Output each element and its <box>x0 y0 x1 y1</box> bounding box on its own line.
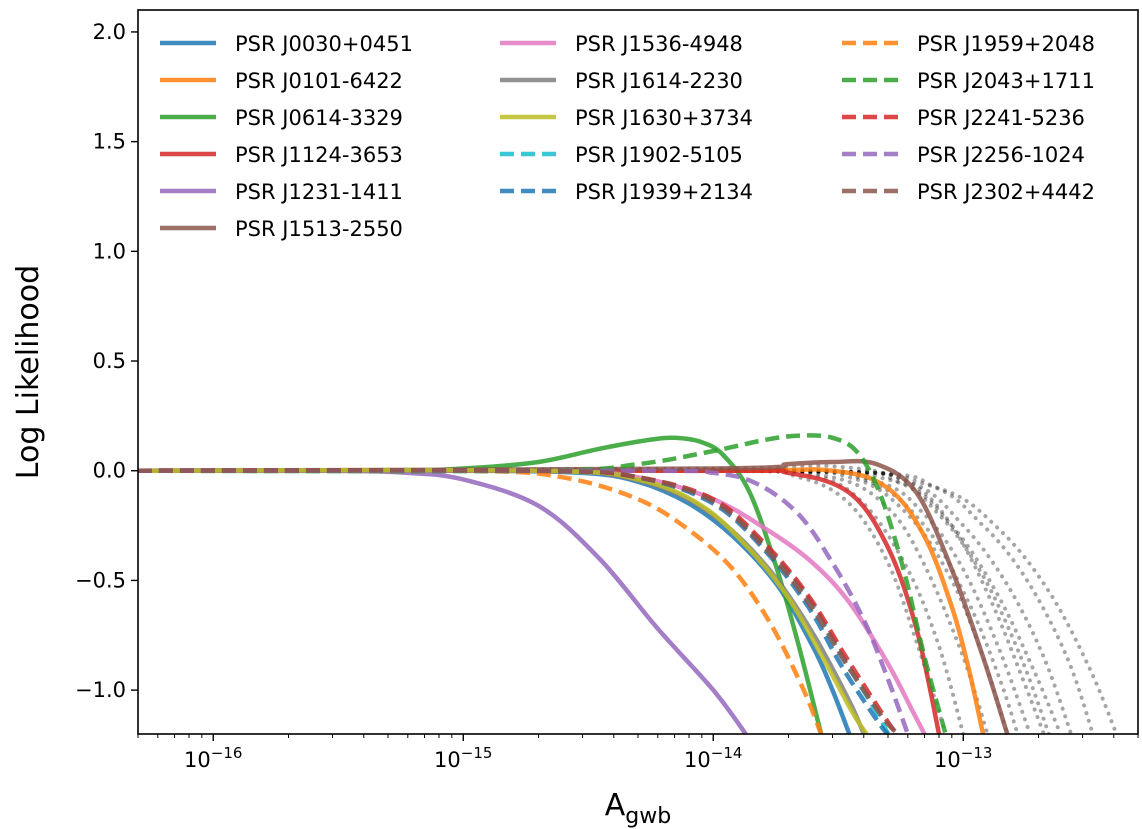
legend-label: PSR J1614-2230 <box>575 69 743 93</box>
legend: PSR J0030+0451 PSR J0101-6422 PSR J0614-33… <box>160 32 1095 241</box>
legend-label: PSR J2241-5236 <box>917 106 1085 130</box>
legend-label: PSR J1513-2550 <box>235 217 403 241</box>
legend-label: PSR J2256-1024 <box>917 143 1085 167</box>
x-tick-label: 10−14 <box>684 744 742 772</box>
y-tick-label: 1.5 <box>93 130 126 154</box>
y-axis-title: Log Likelihood <box>11 265 46 479</box>
y-tick-label: −1.0 <box>75 678 126 702</box>
background-curve <box>138 467 1033 734</box>
background-curve <box>138 467 1074 734</box>
x-tick-label: 10−16 <box>184 744 242 772</box>
legend-label: PSR J1630+3734 <box>575 106 753 130</box>
series-layer <box>138 433 1010 734</box>
legend-label: PSR J1124-3653 <box>235 143 403 167</box>
series-line <box>138 467 900 734</box>
series-line <box>138 467 824 734</box>
y-tick-label: 0.0 <box>93 459 126 483</box>
series-line <box>138 467 869 734</box>
x-axis: 10−16 10−15 10−14 10−13 <box>137 734 1139 772</box>
x-axis-title: Agwb <box>605 788 671 829</box>
x-tick-label: 10−13 <box>934 744 992 772</box>
background-curve <box>138 467 1119 734</box>
legend-label: PSR J0030+0451 <box>235 32 413 56</box>
legend-label: PSR J1959+2048 <box>917 32 1095 56</box>
x-axis-title-subscript: gwb <box>625 804 671 829</box>
legend-label: PSR J1902-5105 <box>575 143 743 167</box>
legend-label: PSR J2043+1711 <box>917 69 1095 93</box>
x-axis-title-main: A <box>605 788 626 823</box>
legend-label: PSR J2302+4442 <box>917 180 1095 204</box>
y-tick-label: 2.0 <box>93 20 126 44</box>
x-tick-label: 10−15 <box>434 744 492 772</box>
legend-label: PSR J0614-3329 <box>235 106 403 130</box>
legend-label: PSR J1536-4948 <box>575 32 743 56</box>
legend-label: PSR J0101-6422 <box>235 69 403 93</box>
y-tick-label: −0.5 <box>75 568 126 592</box>
legend-label: PSR J1231-1411 <box>235 180 403 204</box>
y-axis: 2.0 1.5 1.0 0.5 0.0 −0.5 −1.0 <box>75 20 138 702</box>
legend-label: PSR J1939+2134 <box>575 180 753 204</box>
background-curve <box>138 468 990 734</box>
y-tick-label: 0.5 <box>93 349 126 373</box>
y-tick-label: 1.0 <box>93 239 126 263</box>
